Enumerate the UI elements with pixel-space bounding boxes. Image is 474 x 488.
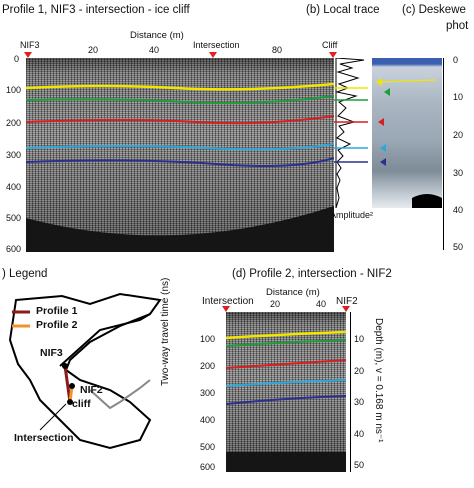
profile2-xlabel: Distance (m) (266, 287, 320, 298)
profile2-depth-label: Depth (m), v = 0.168 m ns⁻¹ (373, 318, 384, 443)
p2-markers (222, 306, 350, 312)
p2-horizon-yellow (226, 330, 346, 340)
local-trace-xlabel: Amplitude² (330, 210, 374, 220)
map-label-intersection: Intersection (14, 432, 74, 444)
profile2-overlay (226, 330, 346, 472)
p1-ytick: 0 (14, 54, 20, 64)
p2-ytick: 400 (200, 415, 216, 425)
map-label-nif3: NIF3 (40, 347, 63, 359)
map-label-cliff: cliff (72, 398, 91, 410)
map-intersection-pointer (39, 403, 67, 431)
p1-ytick: 400 (6, 182, 22, 192)
depth-tick-c: 0 (453, 55, 459, 65)
p1-horizon-green (26, 95, 334, 105)
p1-horizon-cyan (26, 143, 334, 151)
p1-xtick-40: 40 (149, 45, 160, 55)
marker-label-nif3: NIF3 (20, 40, 40, 50)
p2-marker-label-nif2: NIF2 (336, 296, 358, 307)
p2-horizon-navy (226, 395, 346, 405)
map-point-cliff (67, 399, 73, 405)
p1-horizon-yellow (26, 82, 334, 91)
depth-tick-c: 10 (453, 92, 464, 102)
depth-tick-c: 20 (453, 130, 464, 140)
marker-triangle (209, 52, 217, 58)
marker-triangle (342, 306, 350, 312)
profile1-overlay (26, 82, 334, 252)
map-point-nif3 (62, 363, 68, 369)
map-point-nif2 (69, 383, 75, 389)
p2-ytick: 300 (200, 388, 216, 398)
profile1-radargram (26, 58, 334, 252)
map-grey-route (89, 379, 151, 410)
depth-tick-d: 20 (354, 366, 365, 376)
depth-tick-c: 50 (453, 242, 464, 252)
p1-ytick: 200 (6, 118, 22, 128)
p2-horizon-red (226, 359, 346, 369)
p1-ytick: 100 (6, 85, 22, 95)
ice-cliff-photo (372, 58, 442, 208)
map-label-nif2: NIF2 (80, 384, 103, 396)
p2-xtick-20: 20 (270, 299, 281, 309)
profile1-xlabel: Distance (m) (130, 30, 184, 41)
p2-ytick: 200 (200, 361, 216, 371)
deskew-title-line2: phot (446, 20, 469, 32)
p2-horizon-cyan (226, 379, 346, 387)
p1-markers (24, 52, 337, 58)
p1-ytick: 300 (6, 150, 22, 160)
marker-triangle (24, 52, 32, 58)
depth-tick-c: 30 (453, 168, 464, 178)
marker-triangle (222, 306, 230, 312)
depth-axis-d-line (350, 312, 351, 472)
p2-ytick: 500 (200, 442, 216, 452)
legend-label-profile2: Profile 2 (36, 319, 78, 331)
p1-horizon-red (26, 115, 334, 125)
profile2-title: (d) Profile 2, intersection - NIF2 (232, 268, 392, 280)
p2-ytick: 100 (200, 334, 216, 344)
p1-xtick-20: 20 (88, 45, 99, 55)
legend-label-profile1: Profile 1 (36, 305, 78, 317)
map-inner-edge (59, 313, 151, 367)
photo-overlay (376, 78, 442, 208)
p2-xtick-40: 40 (316, 299, 327, 309)
deskew-title: (c) Deskewe (402, 4, 466, 16)
depth-tick-d: 40 (354, 429, 365, 439)
p1-ytick: 600 (6, 244, 22, 254)
profile2-ylabel: Two-way travel time (ns) (160, 277, 171, 386)
depth-tick-c: 40 (453, 205, 464, 215)
depth-tick-d: 30 (354, 397, 365, 407)
local-trace-title: (b) Local trace (306, 4, 380, 16)
marker-label-intersection: Intersection (193, 40, 240, 50)
local-trace-svg (334, 57, 368, 209)
legend-map (8, 292, 162, 450)
depth-tick-d: 10 (354, 334, 365, 344)
p1-xtick-80: 80 (272, 45, 283, 55)
legend-title: ) Legend (2, 268, 48, 280)
profile1-title: Profile 1, NIF3 - intersection - ice cli… (2, 4, 190, 16)
map-outline (8, 292, 162, 450)
p2-ytick: 600 (200, 462, 216, 472)
profile2-radargram (226, 312, 346, 472)
p2-marker-label-intersection: Intersection (202, 296, 254, 307)
p1-ytick: 500 (6, 213, 22, 223)
p2-horizon-green (226, 339, 346, 347)
depth-axis-c-line (443, 58, 444, 250)
marker-triangle (329, 52, 337, 58)
marker-label-cliff: Cliff (322, 40, 338, 50)
depth-tick-d: 50 (354, 460, 365, 470)
map-profile1-line (63, 365, 72, 403)
p1-dark-floor (26, 206, 334, 252)
p1-horizon-navy (26, 157, 334, 167)
local-trace-plot (334, 57, 368, 209)
